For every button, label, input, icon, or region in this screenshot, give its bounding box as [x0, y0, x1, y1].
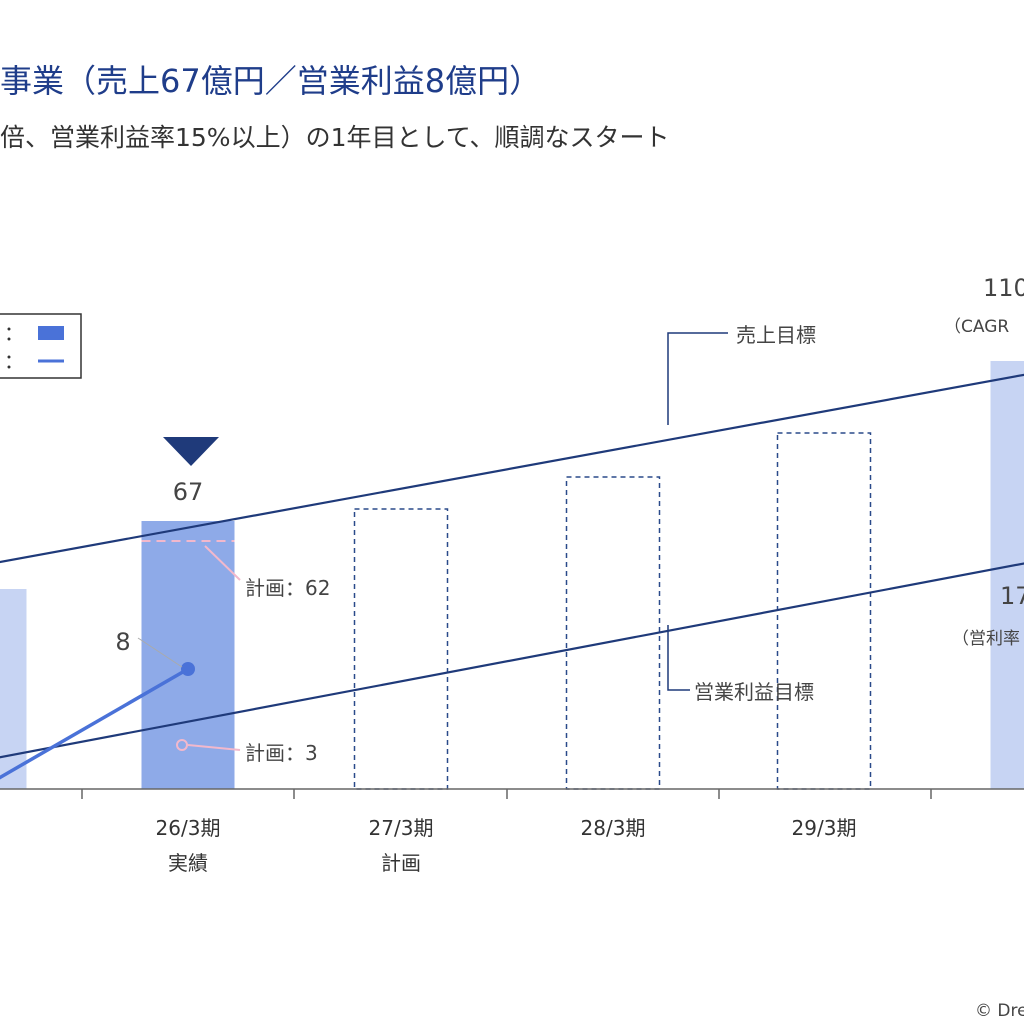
- x-tick-label: 27/3期: [369, 816, 434, 840]
- x-tick-label: 29/3期: [792, 816, 857, 840]
- target-profit-label: 17: [1000, 582, 1024, 610]
- bar-6: [990, 361, 1024, 789]
- target-line-1: [0, 373, 1024, 564]
- sales-plan-label: 計画：62: [245, 576, 330, 600]
- legend-sep-sales: ：: [4, 321, 24, 345]
- legend-frame: [0, 313, 82, 379]
- lines-layer: [0, 373, 1024, 780]
- target-profit-note: （営利率: [952, 629, 1020, 649]
- x-tick-label: 26/3期: [156, 816, 221, 840]
- profit-plan-leader: [187, 744, 241, 751]
- legend-sep-profit: ：: [4, 349, 24, 373]
- copyright: © Dre: [975, 1001, 1024, 1021]
- legend: ： ：: [0, 313, 82, 379]
- highlight-marker: [163, 437, 219, 466]
- sales-plan-leader: [204, 545, 241, 581]
- profit-plan-label: 計画：3: [245, 741, 318, 765]
- profit-point: [181, 662, 195, 676]
- x-sublabel: 実績: [168, 851, 208, 875]
- profit-actual-leader: [137, 637, 183, 668]
- profit-target-callout: [667, 625, 690, 691]
- page-subtitle: 倍、営業利益率15%以上）の1年目として、順調なスタート: [0, 123, 669, 152]
- x-sublabel: 計画: [381, 851, 421, 875]
- profit-line: [0, 667, 189, 780]
- bars-layer: [0, 361, 1024, 790]
- profit-target-label: 営業利益目標: [694, 680, 814, 704]
- bar-5: [776, 432, 872, 790]
- target-sales-note: （CAGR: [944, 317, 1009, 337]
- x-tick-label: 28/3期: [581, 816, 646, 840]
- target-line-2: [0, 562, 1024, 759]
- sales-actual-label: 67: [173, 478, 204, 506]
- bar-1: [0, 589, 27, 789]
- profit-plan-mark: [176, 739, 188, 751]
- bar-3: [353, 508, 449, 790]
- legend-swatch-sales: [38, 326, 64, 340]
- sales-target-label: 売上目標: [736, 323, 816, 347]
- profit-actual-label: 8: [115, 628, 130, 656]
- page-title: 事業（売上67億円／営業利益8億円）: [0, 62, 541, 100]
- bar-2: [141, 521, 235, 789]
- sales-target-callout: [667, 332, 728, 425]
- target-sales-label: 110: [983, 274, 1024, 302]
- bar-4: [565, 476, 661, 790]
